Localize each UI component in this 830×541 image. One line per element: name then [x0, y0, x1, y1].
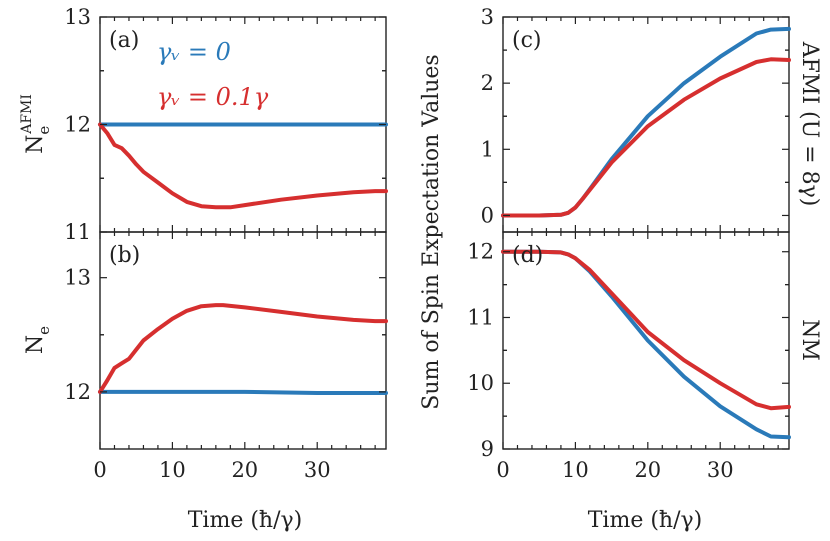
- panel-frame-b: [99, 231, 387, 450]
- x-tick-label: 0: [93, 458, 106, 482]
- right-label-d: NM: [797, 319, 822, 361]
- panel-label-c: (c): [512, 28, 542, 53]
- right-label-c: AFMI (U = 8γ): [797, 41, 822, 207]
- panel-frame-c: [502, 16, 790, 233]
- x-tick-label: 10: [562, 458, 589, 482]
- y-tick-label: 13: [64, 266, 91, 290]
- y-tick-label: 1: [481, 137, 494, 161]
- panel-label-a: (a): [109, 28, 139, 53]
- y-tick-label: 9: [481, 437, 494, 461]
- y-tick-label: 10: [467, 371, 494, 395]
- series-line-blue: [501, 249, 791, 440]
- legend-blue: γᵥ = 0: [157, 38, 231, 66]
- y-tick-label: 12: [467, 240, 494, 264]
- x-tick-label: 20: [231, 458, 258, 482]
- y-tick-label: 0: [481, 203, 494, 227]
- y-tick-label: 11: [467, 305, 494, 329]
- y-axis-title-a: NeAFMI: [19, 94, 53, 154]
- x-tick-label: 0: [496, 458, 509, 482]
- y-axis-title-b: Ne: [23, 326, 53, 354]
- x-tick-label: 30: [707, 458, 734, 482]
- series-line-blue: [501, 26, 791, 218]
- y-tick-label: 3: [481, 5, 494, 29]
- y-axis-title-shared-right: Sum of Spin Expectation Values: [419, 54, 444, 409]
- x-tick-label: 10: [159, 458, 186, 482]
- legend-red: γᵥ = 0.1γ: [157, 83, 269, 111]
- series-lines: [98, 26, 791, 440]
- panel-label-b: (b): [109, 243, 140, 268]
- axis-ticks: [99, 16, 789, 450]
- x-tick-label: 20: [634, 458, 661, 482]
- panel-frames: [99, 16, 790, 450]
- x-axis-title-right: Time (ħ/γ): [588, 508, 702, 533]
- y-tick-label: 13: [64, 5, 91, 29]
- series-line-blue: [98, 389, 388, 395]
- y-tick-label: 2: [481, 71, 494, 95]
- series-line-red: [501, 249, 791, 411]
- x-tick-label: 30: [304, 458, 331, 482]
- y-tick-label: 11: [64, 220, 91, 244]
- y-tick-label: 12: [64, 380, 91, 404]
- series-line-red: [98, 303, 388, 394]
- y-tick-label: 12: [64, 113, 91, 137]
- panel-frame-d: [502, 231, 790, 450]
- panel-label-d: (d): [512, 243, 543, 268]
- x-axis-title-left: Time (ħ/γ): [188, 508, 302, 533]
- series-line-red: [98, 122, 388, 210]
- series-line-red: [501, 57, 791, 218]
